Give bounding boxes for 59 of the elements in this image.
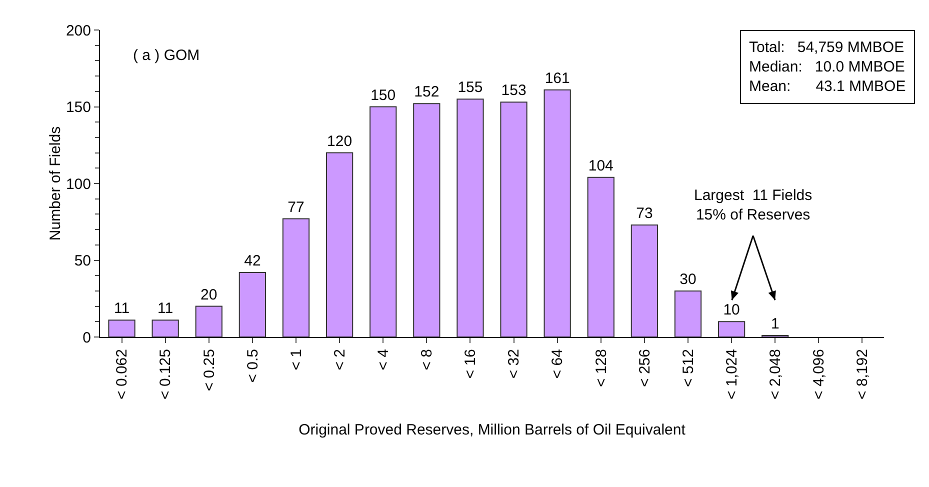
bar bbox=[282, 218, 310, 337]
x-axis-title: Original Proved Reserves, Million Barrels of Oil Equivalent bbox=[298, 421, 686, 438]
data-label: 10 bbox=[723, 302, 740, 319]
data-label: 77 bbox=[288, 198, 304, 216]
data-label: 73 bbox=[636, 204, 653, 222]
bar bbox=[544, 89, 571, 337]
data-label: 30 bbox=[680, 270, 696, 288]
annotation: ( a ) GOM bbox=[133, 47, 200, 64]
bar bbox=[108, 320, 136, 337]
bar bbox=[718, 321, 746, 337]
data-label: 161 bbox=[544, 70, 570, 87]
data-label: 120 bbox=[327, 132, 352, 150]
bar bbox=[674, 290, 702, 337]
x-tick-label: < 2,048 bbox=[766, 349, 784, 400]
bar bbox=[326, 152, 354, 337]
y-tick-label: 150 bbox=[66, 99, 91, 116]
x-tick-label: < 4,096 bbox=[810, 349, 828, 400]
x-tick-label: < 512 bbox=[680, 349, 697, 387]
data-label: 152 bbox=[414, 84, 440, 101]
x-tick-label: < 32 bbox=[506, 349, 523, 379]
data-label: 20 bbox=[200, 286, 218, 304]
bar bbox=[370, 106, 397, 337]
y-tick-label: 200 bbox=[66, 22, 91, 40]
x-tick-label: < 4 bbox=[374, 349, 392, 370]
data-label: 150 bbox=[370, 86, 396, 104]
bar bbox=[587, 176, 614, 337]
data-label: 11 bbox=[158, 300, 174, 318]
bar bbox=[456, 98, 484, 337]
bar bbox=[195, 306, 222, 337]
bar bbox=[630, 224, 658, 337]
data-label: 155 bbox=[458, 79, 483, 96]
x-tick-label: < 1,024 bbox=[723, 349, 740, 400]
data-label: 153 bbox=[501, 82, 526, 100]
y-axis-title: Number of Fields bbox=[46, 126, 64, 241]
x-tick-label: < 128 bbox=[592, 349, 610, 387]
x-tick-label: < 0.062 bbox=[114, 349, 131, 400]
data-label: 11 bbox=[114, 300, 130, 318]
x-tick-label: < 64 bbox=[549, 349, 566, 379]
x-tick-label: < 0.5 bbox=[244, 349, 262, 383]
y-tick-label: 100 bbox=[66, 176, 91, 193]
annotation: Largest 11 Fields 15% of Reserves bbox=[694, 187, 812, 224]
annotation: Total: 54,759 MMBOE Median: 10.0 MMBOE Mean: 43.1 MMBOE bbox=[749, 39, 906, 95]
bar bbox=[152, 320, 179, 337]
bar bbox=[500, 102, 528, 337]
x-tick-label: < 256 bbox=[636, 349, 654, 387]
x-tick-label: < 0.25 bbox=[200, 349, 218, 392]
x-tick-label: < 8,192 bbox=[854, 349, 872, 400]
data-label: 42 bbox=[244, 252, 261, 270]
data-label: 104 bbox=[588, 157, 614, 174]
data-label: 1 bbox=[770, 315, 780, 332]
x-tick-label: < 0.125 bbox=[157, 349, 174, 400]
x-tick-label: < 2 bbox=[331, 349, 348, 370]
y-tick-label: 0 bbox=[82, 329, 91, 346]
x-tick-label: < 8 bbox=[418, 349, 436, 370]
bar bbox=[413, 103, 440, 337]
x-tick-label: < 1 bbox=[288, 349, 305, 370]
x-tick-label: < 16 bbox=[462, 349, 480, 379]
bar bbox=[238, 272, 266, 337]
y-tick-label: 50 bbox=[74, 252, 91, 270]
